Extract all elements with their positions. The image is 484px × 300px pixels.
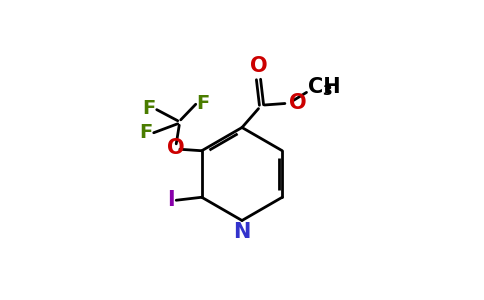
Text: 3: 3	[322, 84, 332, 98]
Text: F: F	[197, 94, 210, 113]
Text: O: O	[167, 138, 185, 158]
Text: I: I	[167, 190, 175, 210]
Text: O: O	[289, 93, 307, 113]
Text: F: F	[143, 99, 156, 118]
Text: CH: CH	[308, 77, 341, 97]
Text: O: O	[250, 56, 267, 76]
Text: F: F	[139, 123, 153, 142]
Text: N: N	[233, 222, 251, 242]
